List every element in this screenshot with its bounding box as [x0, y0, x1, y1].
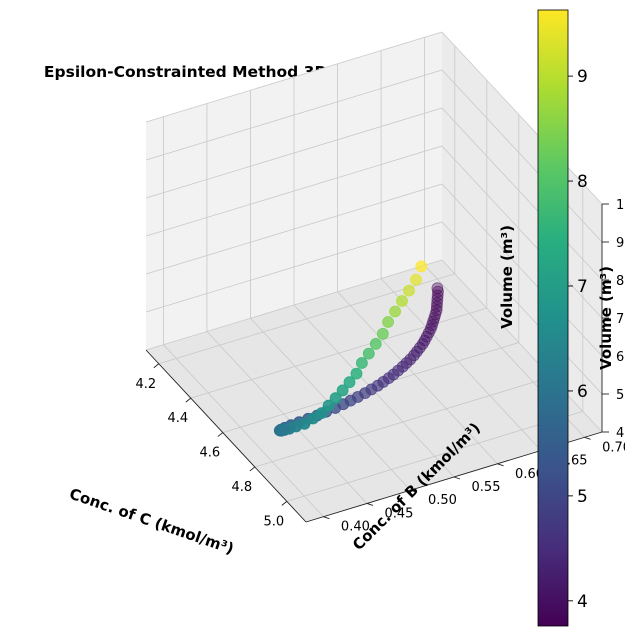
- grid-line: [441, 145, 603, 319]
- data-point: [369, 337, 382, 350]
- z-tick-label: 8: [616, 274, 624, 289]
- data-point: [329, 392, 342, 405]
- y-tick-label: 0.70: [602, 440, 625, 455]
- grid-line: [145, 107, 443, 199]
- colorbar-tick-label: 7: [577, 277, 588, 297]
- x-tick-mark: [249, 466, 256, 472]
- x-axis-ticks: 4.2 4.4 4.6 4.8 5.0: [135, 363, 288, 529]
- y-tick-label: 0.55: [472, 480, 501, 495]
- data-point: [403, 284, 415, 297]
- data-point: [410, 273, 422, 286]
- data-point: [350, 367, 363, 380]
- grid-line: [206, 331, 368, 504]
- x-tick-label: 4.8: [231, 480, 252, 495]
- grid-line: [145, 221, 443, 313]
- data-point: [376, 327, 389, 340]
- data-points: [273, 260, 444, 437]
- grid-line: [441, 183, 603, 357]
- data-point: [343, 376, 356, 389]
- y-tick-mark: [453, 476, 461, 480]
- x-axis-line: [145, 349, 307, 523]
- z-tick-label: 4: [616, 426, 624, 441]
- y-tick-mark: [497, 463, 504, 467]
- colorbar-tick-label: 5: [577, 487, 588, 507]
- z-axis-ticks: 4 5 6 7 8 9 10: [602, 198, 625, 441]
- colorbar-tick-label: 6: [577, 382, 588, 402]
- x-tick-mark: [217, 432, 224, 437]
- grid-line: [441, 69, 603, 243]
- grid-line: [145, 69, 443, 161]
- grid-line: [380, 278, 542, 451]
- grid-line: [441, 259, 603, 433]
- x-tick-label: 5.0: [263, 514, 284, 529]
- colorbar-tick-label: 9: [577, 67, 588, 87]
- z-tick-label: 5: [616, 388, 624, 403]
- grid-line: [441, 221, 603, 395]
- y-tick-mark: [584, 436, 591, 440]
- data-point: [278, 423, 291, 436]
- grid-line: [441, 31, 603, 205]
- data-point: [389, 305, 402, 318]
- data-point: [362, 347, 375, 360]
- data-point: [315, 407, 328, 420]
- grid-line: [337, 291, 498, 465]
- data-point: [307, 412, 320, 425]
- x-tick-label: 4.4: [167, 411, 188, 426]
- data-point: [382, 316, 395, 328]
- grid-line: [163, 344, 324, 517]
- y-tick-mark: [323, 516, 330, 520]
- grid-line: [145, 183, 443, 275]
- z-tick-label: 9: [616, 236, 624, 251]
- y-tick-label: 0.50: [428, 493, 457, 508]
- colorbar-ticks: 4 5 6 7 8 9: [568, 67, 588, 612]
- colorbar-label: Volume (m³): [597, 266, 615, 370]
- grid-line: [145, 259, 443, 351]
- colorbar-tick-label: 8: [577, 172, 588, 192]
- x-tick-mark: [153, 363, 160, 369]
- grid-line: [145, 145, 443, 237]
- z-axis-label: Volume (m³): [498, 225, 516, 329]
- colorbar-tick-label: 4: [577, 592, 588, 612]
- z-tick-label: 6: [616, 350, 624, 365]
- y-tick-label: 0.60: [515, 467, 544, 482]
- x-tick-label: 4.2: [135, 377, 156, 392]
- z-tick-label: 7: [616, 312, 624, 327]
- x-tick-mark: [185, 397, 192, 403]
- data-point: [415, 260, 428, 273]
- y-tick-label: 0.40: [341, 520, 370, 535]
- y-tick-label: 0.45: [384, 506, 413, 521]
- grid-line: [145, 31, 443, 123]
- z-tick-label: 10: [616, 198, 625, 213]
- x-tick-label: 4.6: [199, 446, 220, 461]
- y-tick-mark: [410, 489, 417, 493]
- x-tick-mark: [281, 501, 288, 506]
- grid-line: [441, 107, 603, 281]
- data-point: [336, 384, 349, 397]
- data-point: [322, 399, 335, 412]
- data-point: [355, 357, 368, 369]
- data-point: [396, 295, 408, 307]
- x-axis-label: Conc. of C (kmol/m³): [67, 485, 236, 558]
- colorbar: [537, 9, 569, 627]
- y-tick-mark: [366, 503, 374, 506]
